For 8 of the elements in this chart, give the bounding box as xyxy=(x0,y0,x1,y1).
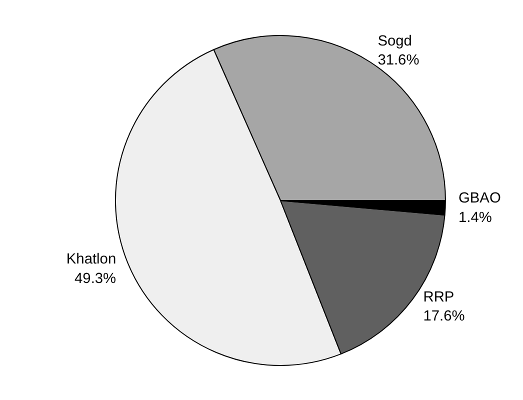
data-label: 31.6% xyxy=(378,52,420,69)
data-label: 1.4% xyxy=(458,210,492,226)
slice-label: Sogd xyxy=(378,34,412,50)
slice-label: RRP xyxy=(423,290,454,306)
data-label: 17.6% xyxy=(423,308,465,325)
data-label: 49.3% xyxy=(74,270,116,287)
slice-label: GBAO xyxy=(458,190,501,207)
slice-label: Khatlon xyxy=(66,252,116,268)
